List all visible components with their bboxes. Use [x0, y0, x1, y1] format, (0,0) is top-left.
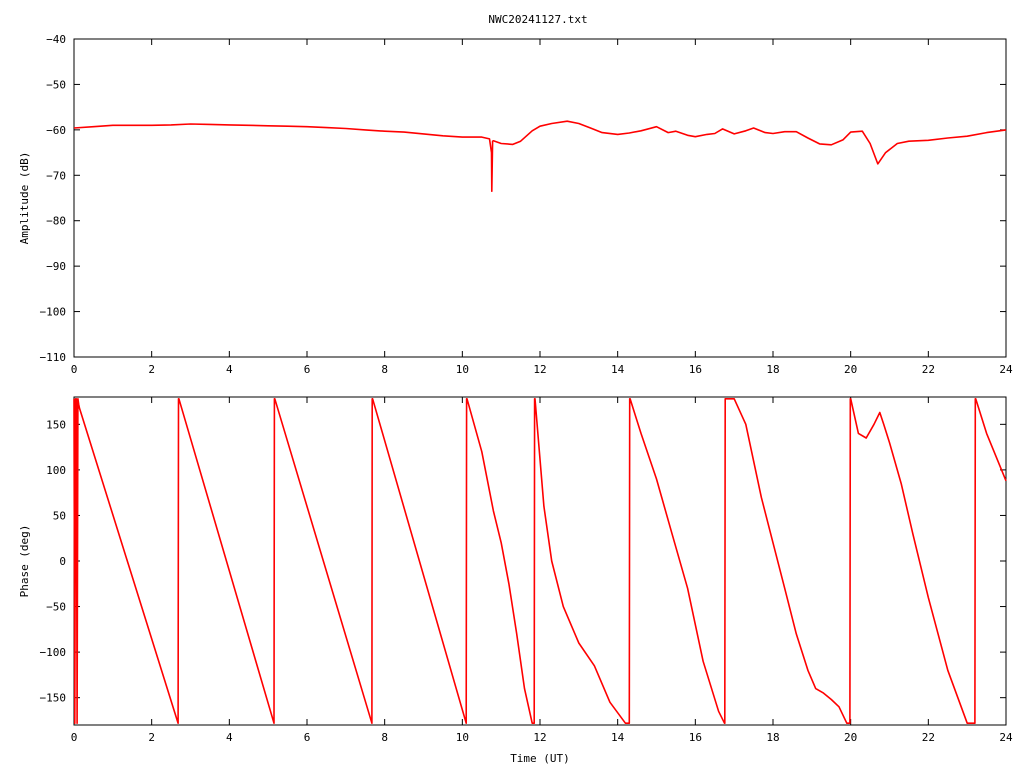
phase-x-tick-label: 0 — [71, 731, 78, 744]
amplitude-x-tick-label: 12 — [533, 363, 546, 376]
amplitude-y-tick-label: −110 — [40, 351, 67, 364]
phase-x-tick-label: 12 — [533, 731, 546, 744]
phase-x-tick-label: 4 — [226, 731, 233, 744]
amplitude-x-tick-label: 24 — [999, 363, 1013, 376]
amplitude-frame — [73, 38, 1007, 358]
amplitude-y-tick-label: −100 — [40, 306, 67, 319]
amplitude-y-tick-label: −60 — [46, 124, 66, 137]
phase-x-tick-label: 8 — [381, 731, 388, 744]
amplitude-y-axis-label: Amplitude (dB) — [18, 152, 31, 245]
phase-x-tick-label: 24 — [999, 731, 1013, 744]
phase-x-tick-label: 20 — [844, 731, 857, 744]
amplitude-y-tick-label: −50 — [46, 78, 66, 91]
amplitude-x-tick-label: 10 — [456, 363, 469, 376]
phase-y-tick-label: −100 — [40, 646, 67, 659]
phase-y-tick-label: 100 — [46, 464, 66, 477]
amplitude-x-tick-label: 0 — [71, 363, 78, 376]
phase-y-tick-label: −150 — [40, 692, 67, 705]
amplitude-x-tick-label: 22 — [922, 363, 935, 376]
amplitude-x-tick-label: 20 — [844, 363, 857, 376]
amplitude-panel: 0 2 4 6 8 10 12 14 16 18 20 22 24−40−50−60−70−80−90−… — [18, 33, 1013, 376]
amplitude-y-tick-label: −70 — [46, 169, 66, 182]
phase-x-tick-label: 18 — [766, 731, 779, 744]
phase-x-tick-label: 6 — [304, 731, 311, 744]
phase-y-axis-label: Phase (deg) — [18, 525, 31, 598]
phase-panel: 0 2 4 6 8 10 12 14 16 18 20 22 24150100500−50−100−15… — [18, 396, 1013, 765]
phase-frame — [73, 396, 1007, 726]
chart-title: NWC20241127.txt — [488, 13, 587, 26]
phase-x-tick-label: 2 — [148, 731, 155, 744]
amplitude-x-tick-label: 2 — [148, 363, 155, 376]
amplitude-y-tick-label: −80 — [46, 215, 66, 228]
phase-y-tick-label: −50 — [46, 601, 66, 614]
amplitude-series-line — [73, 120, 1007, 192]
amplitude-y-tick-label: −40 — [46, 33, 66, 46]
amplitude-x-tick-label: 6 — [304, 363, 311, 376]
phase-axes: 0 2 4 6 8 10 12 14 16 18 20 22 24150100500−50−100−15… — [40, 397, 1013, 744]
amplitude-x-tick-label: 8 — [381, 363, 388, 376]
amplitude-x-tick-label: 18 — [766, 363, 779, 376]
phase-series-line — [73, 398, 1007, 724]
phase-y-tick-label: 150 — [46, 418, 66, 431]
phase-x-tick-label: 16 — [689, 731, 702, 744]
amplitude-axes: 0 2 4 6 8 10 12 14 16 18 20 22 24−40−50−60−70−80−90−… — [40, 33, 1013, 376]
phase-x-tick-label: 10 — [456, 731, 469, 744]
phase-x-tick-label: 22 — [922, 731, 935, 744]
phase-y-tick-label: 50 — [53, 509, 66, 522]
amplitude-y-tick-label: −90 — [46, 260, 66, 273]
phase-x-tick-label: 14 — [611, 731, 625, 744]
amplitude-x-tick-label: 16 — [689, 363, 702, 376]
amplitude-x-tick-label: 14 — [611, 363, 625, 376]
x-axis-label: Time (UT) — [510, 752, 570, 765]
amplitude-x-tick-label: 4 — [226, 363, 233, 376]
phase-y-tick-label: 0 — [59, 555, 66, 568]
